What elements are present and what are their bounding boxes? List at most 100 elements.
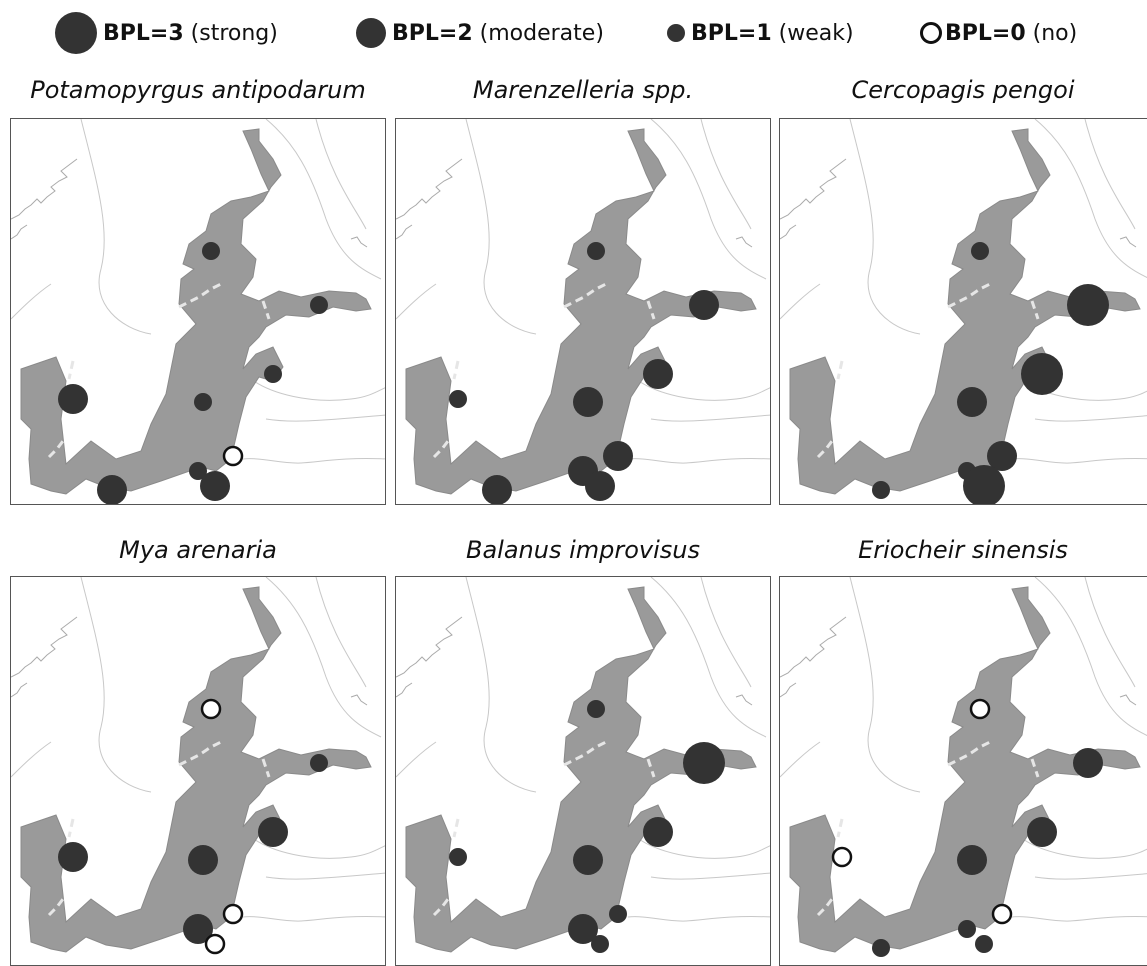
country-border (315, 119, 367, 230)
bpl-marker-kattegat (831, 846, 853, 868)
map-svg (780, 577, 1147, 957)
bpl-marker-gulf-of-finland (310, 754, 328, 772)
bpl-marker-bothnian-bay (202, 242, 220, 260)
country-border (700, 577, 752, 688)
panel-title-3: Cercopagis pengoi (851, 76, 1075, 104)
country-border (1019, 836, 1147, 859)
coastline-detail (396, 616, 463, 678)
coastline-detail (350, 236, 368, 248)
baltic-sea-area (405, 586, 757, 953)
country-border (250, 378, 385, 401)
subbasin-boundary (947, 739, 993, 767)
subbasin-boundary (432, 898, 450, 917)
bpl-marker-gulf-of-finland (310, 296, 328, 314)
country-border (1084, 119, 1136, 230)
country-border (635, 378, 770, 401)
bpl-marker-baltic-proper (194, 393, 212, 411)
country-border (1034, 415, 1147, 422)
subbasin-boundary (261, 758, 271, 778)
subbasin-boundary (1030, 300, 1040, 320)
bpl-marker-baltic-proper (573, 845, 603, 875)
bpl-marker-gulf-of-riga (1027, 817, 1057, 847)
coastline-detail (735, 236, 753, 248)
bpl-marker-western-baltic (872, 939, 890, 957)
bpl-marker-vistula-lagoon (591, 935, 609, 953)
country-border (650, 577, 767, 738)
legend-desc: (no) (1032, 20, 1078, 46)
bpl-marker-lithuanian-coast (987, 441, 1017, 471)
country-border (11, 741, 52, 778)
country-border (250, 836, 385, 859)
country-border (265, 119, 382, 280)
bpl-marker-vistula-lagoon (200, 471, 230, 501)
bpl-marker-lithuanian-coast (222, 903, 244, 925)
country-border (11, 283, 52, 320)
country-border (635, 836, 770, 859)
bpl-marker-gulf-of-finland (1073, 748, 1103, 778)
legend-item-bpl1: BPL=1 (weak) (667, 12, 854, 54)
bpl-marker-gulf-of-riga (258, 817, 288, 847)
coastline-detail (396, 224, 413, 240)
map-panel-2 (395, 118, 771, 505)
baltic-sea-area (789, 586, 1141, 953)
map-panel-1 (10, 118, 386, 505)
subbasin-boundary (563, 739, 609, 767)
subbasin-boundary (178, 739, 224, 767)
legend-code: BPL=3 (103, 20, 184, 46)
bpl-marker-bothnian-bay (587, 242, 605, 260)
coastline-detail (396, 682, 413, 698)
bpl-marker-vistula-lagoon (585, 471, 615, 501)
country-border (265, 414, 385, 422)
legend-item-bpl2: BPL=2 (moderate) (356, 12, 604, 54)
country-border (1034, 873, 1147, 880)
bpl-marker-kattegat (449, 390, 467, 408)
panel-title-6: Eriocheir sinensis (858, 536, 1068, 564)
subbasin-boundary (836, 818, 844, 838)
legend-symbol-bpl1 (667, 24, 685, 42)
country-border (465, 577, 537, 793)
bpl-marker-bothnian-bay (587, 700, 605, 718)
country-border (242, 916, 385, 922)
country-border (80, 577, 152, 793)
bpl-marker-gulf-of-finland (689, 290, 719, 320)
bpl-marker-vistula-lagoon (963, 465, 1005, 504)
country-border (849, 577, 921, 793)
bpl-marker-lithuanian-coast (603, 441, 633, 471)
coastline-detail (1119, 694, 1137, 706)
coastline-detail (11, 616, 78, 678)
legend-desc: (weak) (778, 20, 854, 46)
map-panel-5 (395, 576, 771, 966)
coastline-detail (780, 682, 797, 698)
country-border (1011, 458, 1147, 464)
panel-title-5: Balanus improvisus (465, 536, 701, 564)
baltic-sea-area (20, 586, 372, 953)
baltic-sea-area (20, 128, 372, 495)
subbasin-boundary (816, 898, 834, 917)
map-svg (780, 119, 1147, 504)
country-border (650, 414, 770, 422)
coastline-detail (735, 694, 753, 706)
coastline-detail (11, 682, 28, 698)
map-svg (396, 119, 770, 504)
subbasin-boundary (452, 360, 460, 380)
bpl-marker-gdansk-bay (189, 462, 207, 480)
country-border (650, 872, 770, 880)
bpl-marker-kattegat (58, 384, 88, 414)
country-border (242, 458, 385, 464)
subbasin-boundary (646, 300, 656, 320)
coastline-detail (396, 158, 463, 220)
subbasin-boundary (67, 818, 75, 838)
bpl-marker-kattegat (449, 848, 467, 866)
subbasin-boundary (47, 898, 65, 917)
country-border (650, 119, 767, 280)
panel-title-2: Marenzelleria spp. (472, 76, 694, 104)
map-panel-4 (10, 576, 386, 966)
legend-code: BPL=2 (392, 20, 473, 46)
country-border (265, 872, 385, 880)
bpl-marker-bothnian-bay (969, 698, 991, 720)
country-border (780, 741, 821, 778)
legend-code: BPL=1 (691, 20, 772, 46)
bpl-marker-gdansk-bay (958, 920, 976, 938)
subbasin-boundary (47, 440, 65, 459)
country-border (1034, 119, 1147, 279)
